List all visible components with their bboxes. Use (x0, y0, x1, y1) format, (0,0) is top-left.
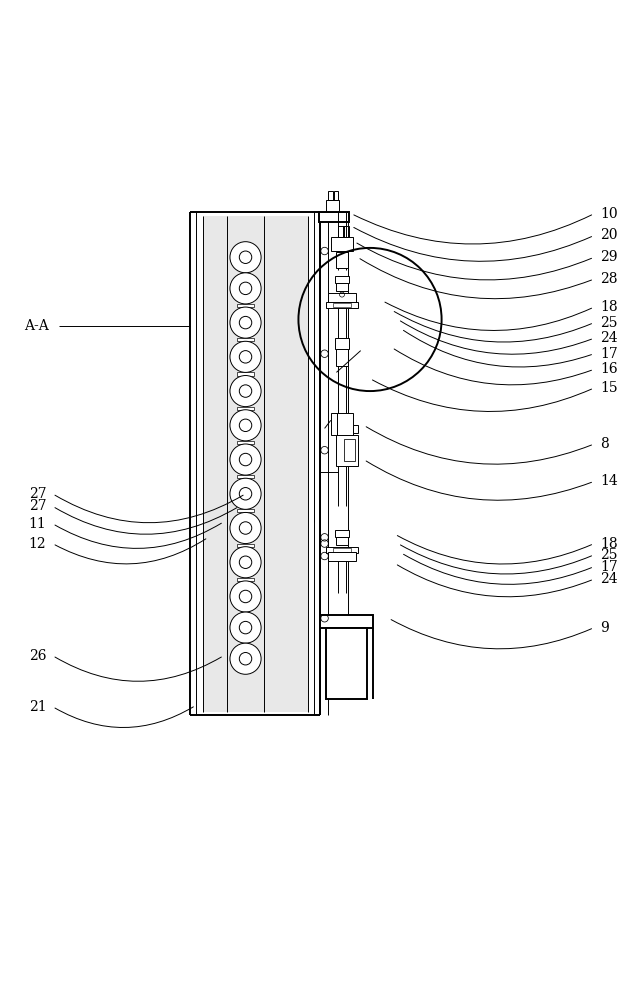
Text: 18: 18 (600, 537, 618, 551)
Bar (337, 349, 348, 366)
Text: 16: 16 (600, 362, 618, 376)
Bar (326, 302, 358, 308)
Bar (338, 226, 344, 237)
Text: 25: 25 (600, 548, 618, 562)
Bar (335, 338, 349, 349)
Bar (328, 552, 355, 561)
Circle shape (230, 581, 261, 612)
Circle shape (230, 273, 261, 304)
Bar (344, 439, 355, 461)
Text: 27: 27 (29, 499, 46, 513)
Text: 9: 9 (600, 621, 609, 635)
Text: 26: 26 (29, 649, 46, 663)
Text: 17: 17 (600, 347, 618, 361)
Text: 15: 15 (600, 381, 618, 395)
Bar (237, 441, 254, 444)
Text: 29: 29 (600, 250, 618, 264)
Text: 11: 11 (29, 517, 46, 531)
Text: A-A: A-A (24, 319, 50, 333)
Circle shape (230, 410, 261, 441)
Text: 14: 14 (600, 474, 618, 488)
Text: 8: 8 (600, 437, 609, 451)
Bar (333, 303, 351, 307)
Bar (327, 200, 339, 212)
Bar (237, 338, 254, 341)
Circle shape (230, 341, 261, 372)
Bar (331, 237, 353, 251)
Text: 10: 10 (600, 207, 618, 221)
Bar (237, 304, 254, 307)
Bar (328, 191, 333, 200)
Circle shape (230, 478, 261, 509)
Bar (328, 293, 355, 302)
Text: 25: 25 (600, 316, 618, 330)
Text: 18: 18 (600, 300, 618, 314)
Text: 24: 24 (600, 331, 618, 345)
Bar (237, 372, 254, 376)
Bar (336, 283, 349, 291)
Text: 12: 12 (29, 537, 46, 551)
Bar (335, 276, 349, 283)
Bar (335, 530, 349, 537)
Circle shape (230, 547, 261, 578)
Bar (333, 548, 351, 552)
Bar (327, 628, 367, 699)
Circle shape (230, 376, 261, 407)
Bar (237, 578, 254, 581)
Bar (336, 252, 349, 268)
Bar (334, 191, 338, 200)
Text: 28: 28 (600, 272, 618, 286)
Bar (237, 509, 254, 512)
Text: 27: 27 (29, 487, 46, 501)
Text: 20: 20 (600, 228, 618, 242)
Bar (344, 226, 349, 237)
Text: 21: 21 (29, 700, 46, 714)
Bar (320, 615, 373, 628)
Bar (353, 425, 358, 433)
Text: 24: 24 (600, 572, 618, 586)
Bar (337, 413, 353, 435)
Bar (237, 544, 254, 547)
Bar (331, 413, 337, 435)
Circle shape (230, 512, 261, 544)
Circle shape (230, 444, 261, 475)
Bar (336, 537, 349, 545)
Circle shape (230, 242, 261, 273)
Bar (337, 435, 358, 466)
Bar (319, 212, 349, 222)
Bar (237, 407, 254, 410)
Bar (203, 216, 308, 712)
Text: 17: 17 (600, 560, 618, 574)
Circle shape (230, 612, 261, 643)
Circle shape (230, 643, 261, 674)
Bar (237, 475, 254, 478)
Circle shape (230, 307, 261, 338)
Bar (326, 547, 358, 553)
